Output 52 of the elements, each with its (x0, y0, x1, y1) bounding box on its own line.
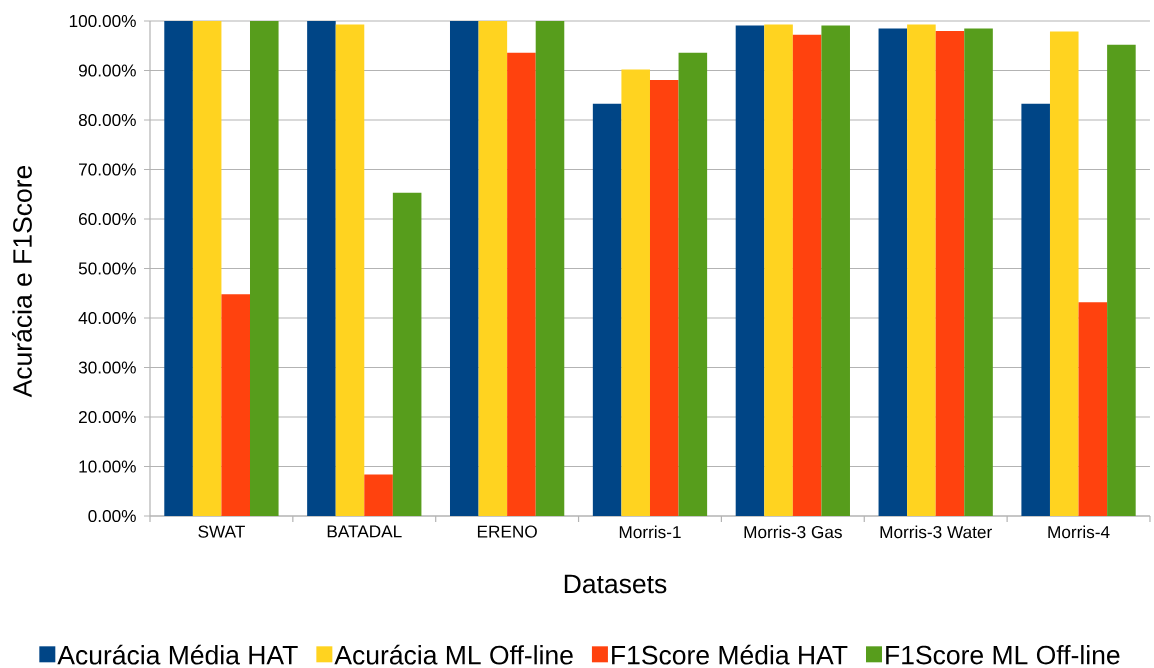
bar (792, 34, 822, 516)
x-tick-label: Morris-3 Gas (744, 525, 842, 539)
y-axis-title: Acurácia e F1Score (12, 165, 32, 398)
bar (935, 30, 965, 516)
bar (649, 79, 679, 516)
bar (392, 192, 422, 516)
bar (535, 21, 565, 516)
y-tick-label: 70.00% (79, 163, 136, 176)
x-tick-label: SWAT (198, 525, 245, 538)
legend-label: Acurácia Média HAT (57, 644, 298, 665)
bar (964, 28, 993, 516)
bar (478, 21, 508, 516)
bar (1078, 302, 1108, 516)
y-tick-label: 30.00% (78, 361, 136, 374)
x-axis-title: Datasets (564, 574, 667, 594)
x-tick-label: Morris-3 Water (880, 525, 992, 539)
x-tick-label: ERENO (477, 525, 537, 538)
bar (250, 21, 279, 516)
bar (1049, 31, 1079, 516)
legend-label: F1Score Média HAT (612, 644, 848, 665)
y-tick-label: 90.00% (78, 64, 136, 77)
bar (192, 21, 222, 516)
y-tick-label: 50.00% (78, 262, 136, 275)
bar (621, 69, 650, 516)
bar (678, 52, 708, 516)
bar (164, 21, 193, 516)
bar (907, 24, 936, 516)
bar (1107, 44, 1136, 516)
legend-label: F1Score ML Off-line (886, 644, 1120, 665)
legend-label: Acurácia ML Off-line (334, 644, 573, 665)
y-tick-label: 80.00% (78, 113, 136, 127)
bar (449, 21, 479, 516)
bar (307, 21, 336, 516)
y-tick-label: 0.00% (88, 509, 136, 523)
bar (821, 25, 850, 516)
bar (764, 24, 793, 516)
bar (878, 28, 908, 516)
y-tick-label: 20.00% (79, 410, 136, 424)
x-tick-label: Morris-1 (619, 525, 681, 539)
bar (335, 24, 365, 516)
bar (221, 294, 250, 516)
bar (735, 25, 765, 516)
y-tick-label: 60.00% (79, 212, 136, 226)
bar (507, 52, 536, 516)
x-tick-label: Morris-4 (1048, 525, 1110, 539)
y-tick-label: 100.00% (69, 14, 136, 28)
y-tick-label: 10.00% (79, 460, 136, 473)
x-tick-label: BATADAL (327, 525, 402, 538)
bar (592, 103, 622, 516)
bar (364, 474, 393, 516)
bar (1021, 103, 1050, 516)
y-tick-label: 40.00% (78, 311, 136, 325)
